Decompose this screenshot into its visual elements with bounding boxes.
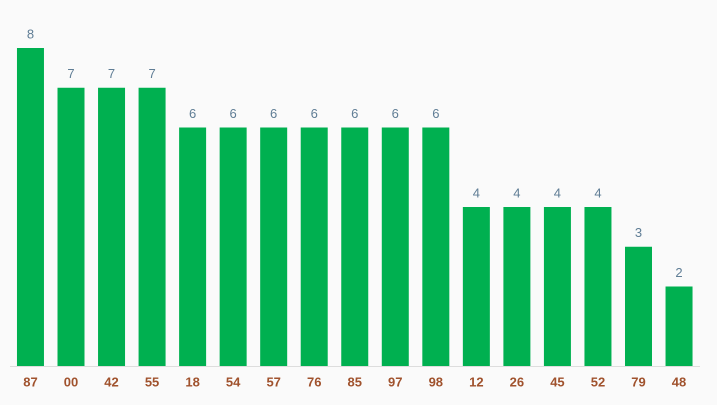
value-label: 6: [392, 106, 399, 121]
x-tick-label: 76: [307, 374, 321, 389]
x-tick-label: 57: [266, 374, 280, 389]
bar: [260, 127, 288, 366]
x-tick-label: 12: [469, 374, 483, 389]
x-tick-label: 18: [185, 374, 199, 389]
x-tick-label: 45: [550, 374, 564, 389]
value-label: 2: [675, 265, 682, 280]
value-label: 4: [594, 185, 601, 200]
x-tick-label: 85: [348, 374, 362, 389]
bar: [665, 286, 693, 366]
value-label: 6: [230, 106, 237, 121]
x-tick-label: 52: [591, 374, 605, 389]
value-label: 8: [27, 26, 34, 41]
bar: [219, 127, 247, 366]
x-tick-label: 00: [64, 374, 78, 389]
x-tick-label: 98: [429, 374, 443, 389]
value-label: 7: [108, 66, 115, 81]
x-tick-label: 26: [510, 374, 524, 389]
value-label: 7: [67, 66, 74, 81]
bar: [57, 87, 85, 366]
bar: [462, 207, 490, 366]
value-label: 4: [554, 185, 561, 200]
value-label: 6: [189, 106, 196, 121]
value-label: 4: [513, 185, 520, 200]
value-label: 6: [432, 106, 439, 121]
value-label: 6: [270, 106, 277, 121]
bar: [503, 207, 531, 366]
x-tick-label: 79: [631, 374, 645, 389]
bar: [179, 127, 207, 366]
bar: [300, 127, 328, 366]
value-label: 6: [311, 106, 318, 121]
bar: [98, 87, 126, 366]
value-label: 6: [351, 106, 358, 121]
bar: [381, 127, 409, 366]
bar: [16, 48, 44, 366]
x-tick-label: 97: [388, 374, 402, 389]
x-tick-label: 54: [226, 374, 241, 389]
bar: [543, 207, 571, 366]
bar: [422, 127, 450, 366]
value-label: 4: [473, 185, 480, 200]
x-tick-label: 55: [145, 374, 159, 389]
bar: [624, 246, 652, 366]
x-tick-label: 42: [104, 374, 118, 389]
bar: [584, 207, 612, 366]
x-tick-label: 87: [23, 374, 37, 389]
value-label: 3: [635, 225, 642, 240]
bar: [138, 87, 166, 366]
bar: [341, 127, 369, 366]
x-tick-label: 48: [672, 374, 686, 389]
value-label: 7: [148, 66, 155, 81]
